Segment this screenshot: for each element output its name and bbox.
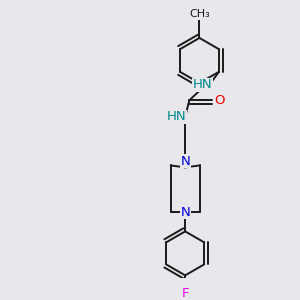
Text: HN: HN xyxy=(167,110,187,123)
Text: F: F xyxy=(182,287,189,300)
Text: CH₃: CH₃ xyxy=(189,9,210,19)
Text: HN: HN xyxy=(193,78,212,91)
Text: O: O xyxy=(214,94,225,107)
Text: N: N xyxy=(180,155,190,168)
Text: N: N xyxy=(180,206,190,219)
